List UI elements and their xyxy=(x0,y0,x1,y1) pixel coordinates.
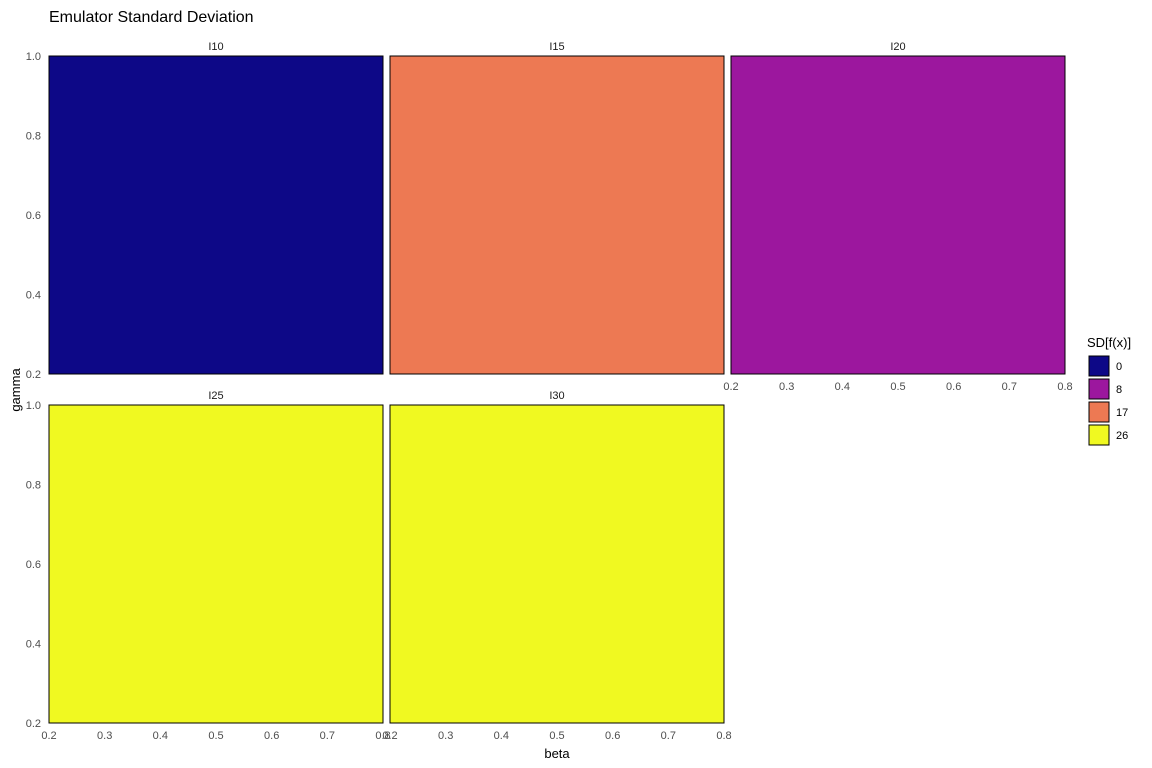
y-tick-label: 1.0 xyxy=(26,51,41,63)
y-tick-label: 0.4 xyxy=(26,639,41,651)
x-tick-label: 0.4 xyxy=(494,730,509,742)
legend-label: 17 xyxy=(1116,407,1128,419)
legend-key xyxy=(1088,424,1110,446)
strip-label-i10: I10 xyxy=(208,41,223,53)
y-tick-label: 0.6 xyxy=(26,559,41,571)
y-tick-label: 0.4 xyxy=(26,290,41,302)
panel-i20: I20 0.2 0.3 0.4 0.5 0.6 0.7 0.8 xyxy=(723,41,1072,393)
chart-title: Emulator Standard Deviation xyxy=(49,9,254,26)
x-tick-label: 0.5 xyxy=(549,730,564,742)
x-tick-label: 0.7 xyxy=(661,730,676,742)
legend-item-0: 0 xyxy=(1088,355,1122,377)
tile-i25 xyxy=(48,404,384,724)
y-tick-label: 0.6 xyxy=(26,210,41,222)
y-tick-label: 0.8 xyxy=(26,480,41,492)
x-tick-label: 0.6 xyxy=(605,730,620,742)
y-tick-label: 0.2 xyxy=(26,718,41,730)
panel-i15: I15 xyxy=(389,41,725,375)
legend-key xyxy=(1088,355,1110,377)
legend: SD[f(x)] 0 8 17 26 xyxy=(1087,335,1131,446)
x-tick-label: 0.6 xyxy=(946,381,961,393)
x-tick-label: 0.8 xyxy=(375,730,390,742)
facet-panels: I10 0.2 0.4 0.6 0.8 1.0 I15 I20 0.2 0.3 0.4 0.5 0.6 0… xyxy=(26,41,1073,742)
y-tick-label: 0.2 xyxy=(26,369,41,381)
legend-key xyxy=(1088,401,1110,423)
x-tick-label: 0.2 xyxy=(41,730,56,742)
legend-label: 8 xyxy=(1116,384,1122,396)
strip-label-i20: I20 xyxy=(890,41,905,53)
x-tick-label: 0.5 xyxy=(208,730,223,742)
tile-i30 xyxy=(389,404,725,724)
legend-item-26: 26 xyxy=(1088,424,1128,446)
tile-i10 xyxy=(48,55,384,375)
x-tick-label: 0.7 xyxy=(320,730,335,742)
x-tick-label: 0.2 xyxy=(382,730,397,742)
x-tick-label: 0.3 xyxy=(438,730,453,742)
panel-i25: I25 0.2 0.4 0.6 0.8 1.0 0.2 0.3 0.4 0.5 0.6 0.7 0.8 xyxy=(26,390,391,742)
x-tick-label: 0.6 xyxy=(264,730,279,742)
legend-key xyxy=(1088,378,1110,400)
x-tick-label: 0.5 xyxy=(890,381,905,393)
legend-item-8: 8 xyxy=(1088,378,1122,400)
x-tick-label: 0.8 xyxy=(1057,381,1072,393)
panel-i10: I10 0.2 0.4 0.6 0.8 1.0 xyxy=(26,41,384,381)
x-axis-title: beta xyxy=(544,746,570,761)
tile-i20 xyxy=(730,55,1066,375)
x-tick-label: 0.4 xyxy=(835,381,850,393)
strip-label-i30: I30 xyxy=(549,390,564,402)
y-tick-label: 0.8 xyxy=(26,131,41,143)
panel-i30: I30 0.2 0.3 0.4 0.5 0.6 0.7 0.8 xyxy=(382,390,731,742)
y-axis-title: gamma xyxy=(8,368,23,412)
x-tick-label: 0.2 xyxy=(723,381,738,393)
legend-label: 26 xyxy=(1116,430,1128,442)
strip-label-i15: I15 xyxy=(549,41,564,53)
strip-label-i25: I25 xyxy=(208,390,223,402)
x-tick-label: 0.8 xyxy=(716,730,731,742)
x-tick-label: 0.7 xyxy=(1002,381,1017,393)
tile-i15 xyxy=(389,55,725,375)
x-tick-label: 0.3 xyxy=(97,730,112,742)
x-tick-label: 0.4 xyxy=(153,730,168,742)
legend-item-17: 17 xyxy=(1088,401,1128,423)
x-tick-label: 0.3 xyxy=(779,381,794,393)
legend-label: 0 xyxy=(1116,361,1122,373)
y-tick-label: 1.0 xyxy=(26,400,41,412)
legend-title: SD[f(x)] xyxy=(1087,335,1131,350)
